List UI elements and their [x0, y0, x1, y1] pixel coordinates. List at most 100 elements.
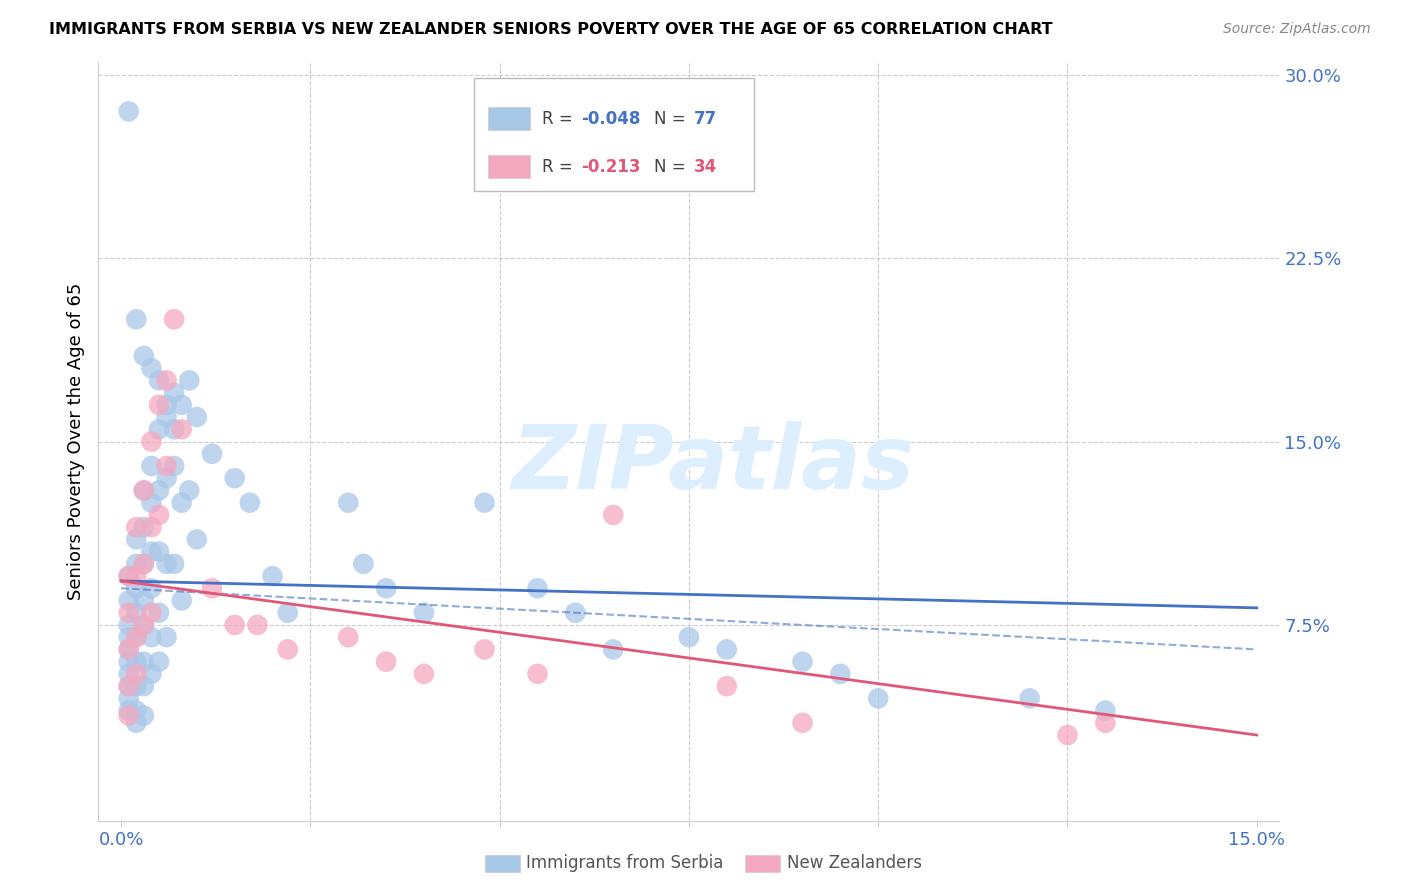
Point: [413, 666, 436, 681]
Point: [132, 679, 155, 693]
Point: [155, 410, 177, 425]
Point: [163, 385, 186, 400]
Point: [125, 679, 148, 693]
Point: [337, 496, 360, 510]
Text: ZIPatlas: ZIPatlas: [510, 421, 914, 508]
Point: [1094, 715, 1116, 730]
Point: [155, 373, 177, 387]
Point: [141, 458, 163, 473]
Point: [716, 679, 738, 693]
Point: [132, 655, 155, 669]
Point: [792, 655, 814, 669]
Point: [868, 691, 890, 706]
Point: [118, 704, 141, 718]
Point: [141, 361, 163, 376]
Point: [148, 655, 170, 669]
Point: [246, 618, 269, 632]
Point: [375, 655, 398, 669]
Point: [155, 557, 177, 571]
Point: [118, 593, 141, 607]
Point: [141, 496, 163, 510]
Point: [118, 708, 141, 723]
Point: [1094, 704, 1116, 718]
Point: [155, 458, 177, 473]
Point: [141, 606, 163, 620]
Point: [716, 642, 738, 657]
Point: [141, 520, 163, 534]
Point: [352, 557, 374, 571]
Point: [125, 533, 148, 547]
Point: [526, 666, 548, 681]
Point: [125, 630, 148, 644]
Point: [277, 606, 299, 620]
Point: [602, 508, 624, 522]
Point: [118, 691, 141, 706]
Point: [224, 618, 246, 632]
Point: [141, 666, 163, 681]
Point: [118, 642, 141, 657]
Point: [118, 569, 141, 583]
Point: [163, 422, 186, 436]
Y-axis label: Seniors Poverty Over the Age of 65: Seniors Poverty Over the Age of 65: [66, 283, 84, 600]
Text: Immigrants from Serbia: Immigrants from Serbia: [526, 855, 723, 872]
Text: -0.048: -0.048: [581, 110, 641, 128]
Point: [148, 508, 170, 522]
Point: [141, 630, 163, 644]
Point: [125, 666, 148, 681]
Point: [118, 569, 141, 583]
Point: [141, 434, 163, 449]
Point: [118, 618, 141, 632]
Point: [132, 593, 155, 607]
Point: [239, 496, 262, 510]
Text: 77: 77: [693, 110, 717, 128]
Text: -0.213: -0.213: [581, 158, 641, 176]
Point: [132, 557, 155, 571]
Point: [262, 569, 284, 583]
Point: [148, 606, 170, 620]
Point: [179, 483, 201, 498]
Point: [179, 373, 201, 387]
Text: R =: R =: [541, 110, 578, 128]
Point: [413, 606, 436, 620]
Text: 34: 34: [693, 158, 717, 176]
Point: [125, 715, 148, 730]
Point: [170, 593, 193, 607]
Point: [118, 630, 141, 644]
Point: [474, 642, 496, 657]
Point: [132, 349, 155, 363]
Point: [170, 422, 193, 436]
Point: [125, 630, 148, 644]
Point: [125, 582, 148, 596]
Point: [132, 618, 155, 632]
Point: [118, 104, 141, 119]
Point: [201, 582, 224, 596]
Point: [337, 630, 360, 644]
Text: N =: N =: [654, 110, 692, 128]
Text: New Zealanders: New Zealanders: [787, 855, 922, 872]
Point: [155, 630, 177, 644]
Point: [155, 471, 177, 485]
Point: [125, 520, 148, 534]
Text: R =: R =: [541, 158, 578, 176]
Point: [125, 606, 148, 620]
Point: [375, 582, 398, 596]
Text: Source: ZipAtlas.com: Source: ZipAtlas.com: [1223, 22, 1371, 37]
Point: [163, 312, 186, 326]
Point: [125, 312, 148, 326]
Point: [163, 458, 186, 473]
Point: [125, 569, 148, 583]
Point: [564, 606, 586, 620]
Point: [118, 606, 141, 620]
Point: [170, 398, 193, 412]
Point: [201, 447, 224, 461]
Point: [148, 483, 170, 498]
Point: [118, 666, 141, 681]
Point: [170, 496, 193, 510]
Point: [148, 422, 170, 436]
Point: [125, 557, 148, 571]
Point: [118, 679, 141, 693]
Point: [132, 520, 155, 534]
Point: [125, 704, 148, 718]
Point: [830, 666, 852, 681]
Point: [118, 679, 141, 693]
